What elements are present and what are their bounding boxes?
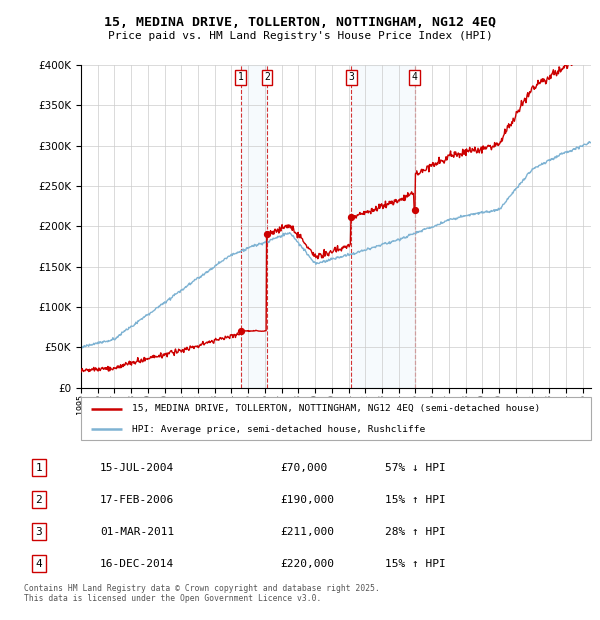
Text: 15% ↑ HPI: 15% ↑ HPI	[385, 495, 446, 505]
Text: 01-MAR-2011: 01-MAR-2011	[100, 527, 174, 537]
Text: 15-JUL-2004: 15-JUL-2004	[100, 463, 174, 472]
Text: HPI: Average price, semi-detached house, Rushcliffe: HPI: Average price, semi-detached house,…	[132, 425, 425, 434]
FancyBboxPatch shape	[81, 397, 591, 440]
Bar	[351, 65, 415, 388]
Point	[236, 326, 245, 336]
Text: 1: 1	[238, 72, 244, 82]
Text: 3: 3	[348, 72, 354, 82]
Point	[262, 229, 272, 239]
Text: 2: 2	[264, 72, 270, 82]
Text: £211,000: £211,000	[280, 527, 334, 537]
Bar	[241, 65, 267, 388]
Text: 28% ↑ HPI: 28% ↑ HPI	[385, 527, 446, 537]
Text: 1: 1	[35, 463, 42, 472]
Text: 15% ↑ HPI: 15% ↑ HPI	[385, 559, 446, 569]
Text: 57% ↓ HPI: 57% ↓ HPI	[385, 463, 446, 472]
Text: £190,000: £190,000	[280, 495, 334, 505]
Text: 17-FEB-2006: 17-FEB-2006	[100, 495, 174, 505]
Text: 3: 3	[35, 527, 42, 537]
Text: 4: 4	[412, 72, 418, 82]
Text: £220,000: £220,000	[280, 559, 334, 569]
Text: 2: 2	[35, 495, 42, 505]
Point	[410, 205, 419, 215]
Text: 16-DEC-2014: 16-DEC-2014	[100, 559, 174, 569]
Text: 4: 4	[35, 559, 42, 569]
Text: 15, MEDINA DRIVE, TOLLERTON, NOTTINGHAM, NG12 4EQ: 15, MEDINA DRIVE, TOLLERTON, NOTTINGHAM,…	[104, 16, 496, 29]
Point	[346, 213, 356, 223]
Text: £70,000: £70,000	[280, 463, 328, 472]
Text: 15, MEDINA DRIVE, TOLLERTON, NOTTINGHAM, NG12 4EQ (semi-detached house): 15, MEDINA DRIVE, TOLLERTON, NOTTINGHAM,…	[132, 404, 540, 414]
Text: Price paid vs. HM Land Registry's House Price Index (HPI): Price paid vs. HM Land Registry's House …	[107, 31, 493, 41]
Text: Contains HM Land Registry data © Crown copyright and database right 2025.
This d: Contains HM Land Registry data © Crown c…	[24, 584, 380, 603]
